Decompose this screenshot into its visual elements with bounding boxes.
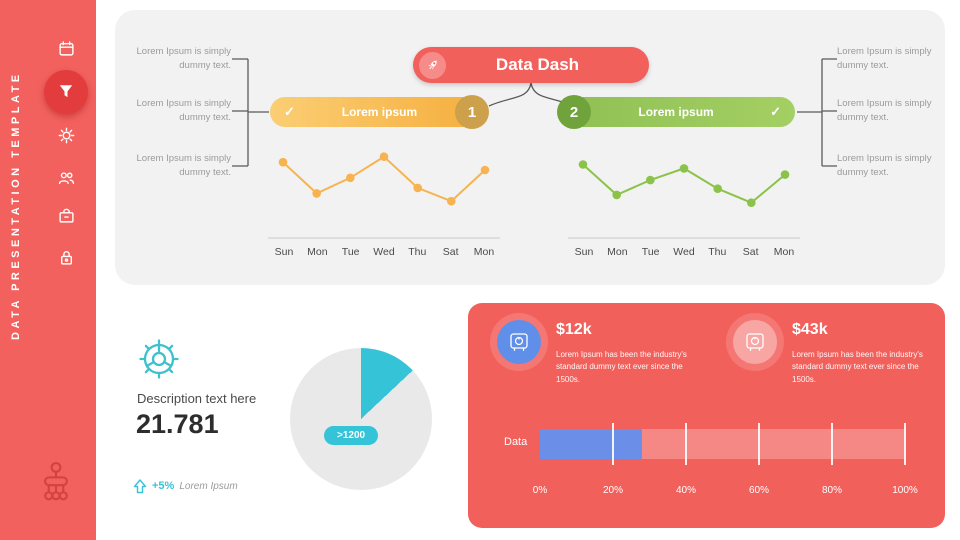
bar-tick-label: 100% [892, 485, 918, 496]
dashboard-title: Data Dash [495, 55, 580, 74]
delta-label: Lorem Ipsum [179, 480, 238, 492]
day-label: Sun [274, 246, 294, 258]
stat1-value: $12k [556, 321, 592, 338]
dashboard-title-pill: Data Dash [413, 47, 649, 83]
bar-tick [612, 423, 614, 465]
lock-icon[interactable] [58, 249, 75, 266]
bar-fill [540, 429, 643, 459]
dashboard-panel: Data Dash Lorem Ipsum is simply dummy te… [115, 10, 945, 285]
delta-row: +5% Lorem Ipsum [133, 478, 238, 494]
bar-tick [904, 423, 906, 465]
safe-icon [733, 320, 777, 364]
sidebar-vertical-title: DATA PRESENTATION TEMPLATE [10, 71, 22, 340]
bar-chart [540, 423, 906, 465]
day-label: Mon [773, 246, 795, 258]
note-right-2: Lorem Ipsum is simply dummy text. [837, 98, 932, 123]
note-left-2: Lorem Ipsum is simply dummy text. [136, 98, 232, 123]
funnel-icon[interactable] [44, 70, 88, 114]
note-left-1: Lorem Ipsum is simply dummy text. [136, 46, 232, 71]
check-icon: ✓ [770, 104, 781, 119]
cashbox-icon[interactable] [58, 207, 75, 224]
step1-number-badge: 1 [455, 95, 489, 129]
note-left-3: Lorem Ipsum is simply dummy text. [136, 153, 232, 178]
calendar-icon[interactable] [58, 40, 75, 57]
day-label: Sun [574, 246, 594, 258]
day-label: Sat [442, 246, 459, 258]
step2-day-labels: Sun Mon Tue Wed Thu Sat Mon [568, 246, 800, 258]
bar-tick-label: 60% [748, 485, 770, 496]
day-label: Thu [708, 246, 727, 258]
stat2-value: $43k [792, 321, 828, 338]
bar-tick-label: 80% [821, 485, 843, 496]
stat2-description: Lorem Ipsum has been the industry's stan… [792, 350, 923, 384]
rocket-icon [419, 51, 446, 79]
day-label: Mon [607, 246, 628, 258]
day-label: Wed [673, 246, 695, 258]
pie-chart [290, 348, 432, 490]
day-label: Sat [742, 246, 759, 258]
day-label: Mon [307, 246, 328, 258]
bar-tick [758, 423, 760, 465]
bar-tick-label: 40% [675, 485, 697, 496]
step1-pill[interactable]: ✓ Lorem ipsum 1 [270, 95, 489, 129]
day-label: Tue [341, 246, 360, 258]
orgchart-icon [30, 460, 82, 504]
step1-line-chart [278, 152, 490, 206]
gear-wheel-icon [136, 336, 182, 387]
bar-tick-label: 0% [532, 485, 548, 496]
step1-label: Lorem ipsum [341, 105, 418, 119]
step2-label: Lorem ipsum [638, 105, 714, 119]
arrow-up-icon [133, 479, 147, 494]
sidebar: DATA PRESENTATION TEMPLATE [0, 0, 96, 540]
summary-value: 21.781 [136, 409, 219, 439]
day-label: Thu [408, 246, 427, 258]
stats-panel: $12k Lorem Ipsum has been the industry's… [468, 303, 945, 528]
bar-tick [685, 423, 687, 465]
step2-line-chart [578, 160, 790, 207]
safe-icon [497, 320, 541, 364]
gear-icon[interactable] [58, 127, 75, 144]
stat1-description: Lorem Ipsum has been the industry's stan… [556, 350, 687, 384]
note-right-3: Lorem Ipsum is simply dummy text. [837, 153, 932, 178]
check-icon: ✓ [284, 104, 295, 119]
delta-percent: +5% [152, 480, 175, 492]
day-label: Tue [641, 246, 660, 258]
step2-number-badge: 2 [557, 95, 591, 129]
bar-tick-label: 20% [602, 485, 624, 496]
bar-tick-labels: 0% 20% 40% 60% 80% 100% [533, 485, 918, 499]
people-icon[interactable] [58, 169, 75, 186]
step2-pill[interactable]: 2 Lorem ipsum ✓ [557, 95, 795, 129]
bar-tick [831, 423, 833, 465]
pie-badge: >1200 [324, 426, 379, 445]
day-label: Wed [373, 246, 395, 258]
stat2-halo [726, 313, 784, 371]
summary-description: Description text here [137, 391, 257, 406]
note-right-1: Lorem Ipsum is simply dummy text. [837, 46, 932, 71]
step1-day-labels: Sun Mon Tue Wed Thu Sat Mon [268, 246, 500, 258]
day-label: Mon [473, 246, 495, 258]
bar-category-label: Data [504, 436, 528, 448]
